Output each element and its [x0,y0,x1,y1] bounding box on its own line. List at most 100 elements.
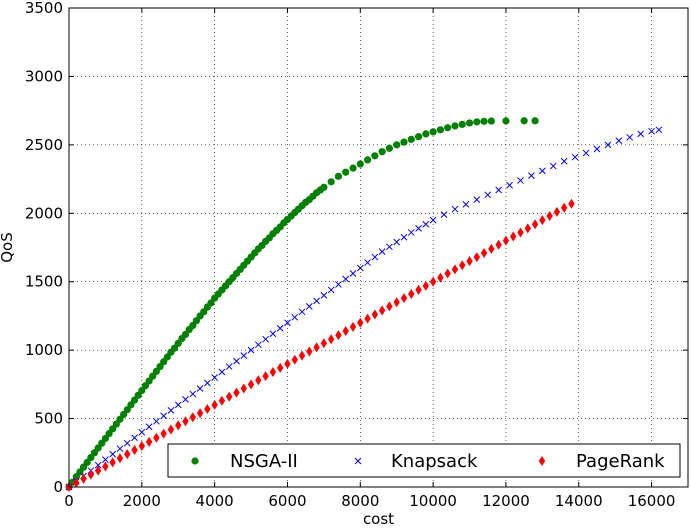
data-point [145,436,153,447]
legend-box [167,443,681,478]
data-point [378,305,386,316]
data-point [349,164,357,172]
data-point [160,412,168,420]
plot-frame [68,7,689,488]
data-point [371,152,379,160]
data-point [408,289,415,300]
data-point [298,308,306,316]
data-point [495,239,502,250]
data-point [247,346,255,354]
data-point [349,321,357,332]
data-point [335,330,342,341]
data-point [444,268,451,279]
data-point [568,198,575,209]
data-point [517,177,524,184]
data-point [451,264,459,275]
data-point [546,211,553,222]
data-point [400,233,408,241]
data-point [174,401,182,409]
data-point [626,133,634,141]
data-point [255,375,262,386]
data-point [131,434,138,442]
y-tick-label: 3500 [25,0,63,17]
data-point [182,416,189,427]
data-point [488,243,495,254]
data-point [240,352,248,359]
data-point [131,445,138,456]
data-point [520,117,528,125]
data-point [167,407,175,414]
y-tick-label: 1000 [25,341,63,359]
data-point [615,137,623,145]
data-point [284,319,291,327]
data-point [465,119,474,127]
data-point [393,297,400,308]
data-point [342,168,350,176]
data-point [517,227,524,238]
data-point [262,335,269,343]
data-point [298,350,306,361]
data-point [73,477,80,488]
series-knapsack [65,126,663,491]
data-point [306,346,313,357]
data-point [153,432,160,443]
y-tick-label: 1500 [25,273,63,291]
data-point [342,275,350,283]
x-axis-label: cost [363,510,394,528]
data-point [138,440,146,451]
data-point [313,297,320,305]
data-point [254,341,262,349]
data-point [393,238,401,246]
legend-label: Knapsack [391,451,478,472]
x-tick-label: 2000 [123,492,161,510]
data-point [458,120,466,128]
x-tick-label: 0 [64,492,74,510]
data-point [473,118,481,126]
data-point [269,330,277,338]
data-points [65,117,663,492]
data-point [385,144,394,152]
data-point [414,133,423,141]
data-point [182,396,189,403]
data-point [429,128,437,136]
data-point [160,428,167,439]
series-pagerank [65,198,575,492]
data-point [386,243,393,251]
data-point [484,191,492,199]
data-point [320,338,328,349]
data-point [94,461,102,469]
legend-marker [191,457,199,465]
data-point [80,473,87,484]
data-point [356,264,364,272]
data-point [531,219,539,230]
data-point [531,117,539,125]
data-point [276,362,284,373]
data-point [436,126,444,134]
x-tick-label: 14000 [555,492,603,510]
data-point [378,248,386,255]
data-point [451,122,459,130]
data-point [393,141,401,149]
y-tick-label: 2500 [25,136,63,154]
legend-label: NSGA-II [230,451,298,472]
data-point [495,186,503,194]
data-point [204,379,211,387]
data-point [269,367,277,378]
data-point [539,215,546,226]
data-point [422,130,430,138]
data-point [313,342,320,353]
data-point [226,391,233,402]
data-point [415,224,422,232]
y-tick-label: 2000 [25,204,63,222]
data-point [582,149,590,157]
data-point [440,211,448,219]
series-nsga-ii [65,117,539,491]
data-point [415,284,422,295]
data-point [153,417,160,425]
data-point [400,138,408,146]
data-point [502,235,510,246]
data-point [422,280,430,291]
data-point [473,252,481,263]
data-point [291,313,299,321]
data-point [655,126,663,134]
